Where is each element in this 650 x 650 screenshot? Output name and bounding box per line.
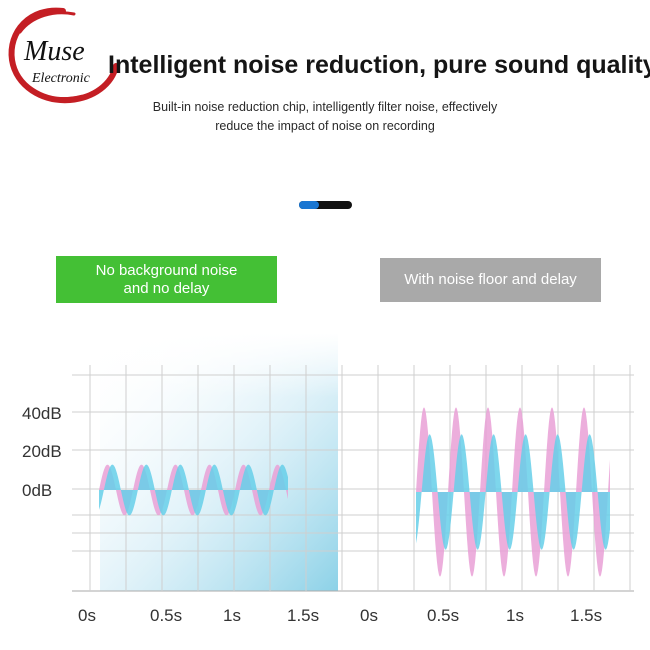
subtitle-line-2: reduce the impact of noise on recording <box>215 119 435 133</box>
chart-grid <box>72 365 634 592</box>
page-title: Intelligent noise reduction, pure sound … <box>108 51 650 79</box>
x-tick-label-clean-1_5s: 1.5s <box>287 606 319 625</box>
logo-sub-text: Electronic <box>31 71 91 86</box>
series-noisy-cyan <box>416 434 610 550</box>
badge-with-noise: With noise floor and delay <box>380 258 601 302</box>
y-axis-labels: 40dB 20dB 0dB <box>22 404 62 500</box>
x-tick-label-noisy-0_5s: 0.5s <box>427 606 459 625</box>
y-tick-label-0db: 0dB <box>22 481 52 500</box>
series-clean-cyan <box>99 464 288 516</box>
carousel-indicator-active[interactable] <box>299 201 319 209</box>
clean-zone-highlight-fade <box>100 333 338 591</box>
x-axis-labels-clean: 0s 0.5s 1s 1.5s <box>78 606 319 625</box>
x-tick-label-noisy-1s: 1s <box>506 606 524 625</box>
waveforms <box>99 407 610 577</box>
x-tick-label-noisy-1_5s: 1.5s <box>570 606 602 625</box>
carousel-indicator[interactable] <box>299 201 352 209</box>
logo-main-text: Muse <box>23 36 85 67</box>
badge-no-noise-line-2: and no delay <box>123 279 210 297</box>
y-tick-label-40db: 40dB <box>22 404 62 423</box>
page-subtitle: Built-in noise reduction chip, intellige… <box>100 98 550 136</box>
x-tick-label-clean-1s: 1s <box>223 606 241 625</box>
brand-logo: Muse Electronic <box>8 7 119 104</box>
x-tick-label-noisy-0s: 0s <box>360 606 378 625</box>
y-tick-label-20db: 20dB <box>22 442 62 461</box>
x-tick-label-clean-0_5s: 0.5s <box>150 606 182 625</box>
subtitle-line-1: Built-in noise reduction chip, intellige… <box>152 100 498 114</box>
badge-no-noise: No background noise and no delay <box>56 256 277 303</box>
x-axis-labels-noisy: 0s 0.5s 1s 1.5s <box>360 606 602 625</box>
badge-no-noise-line-1: No background noise <box>95 261 238 279</box>
x-tick-label-clean-0s: 0s <box>78 606 96 625</box>
